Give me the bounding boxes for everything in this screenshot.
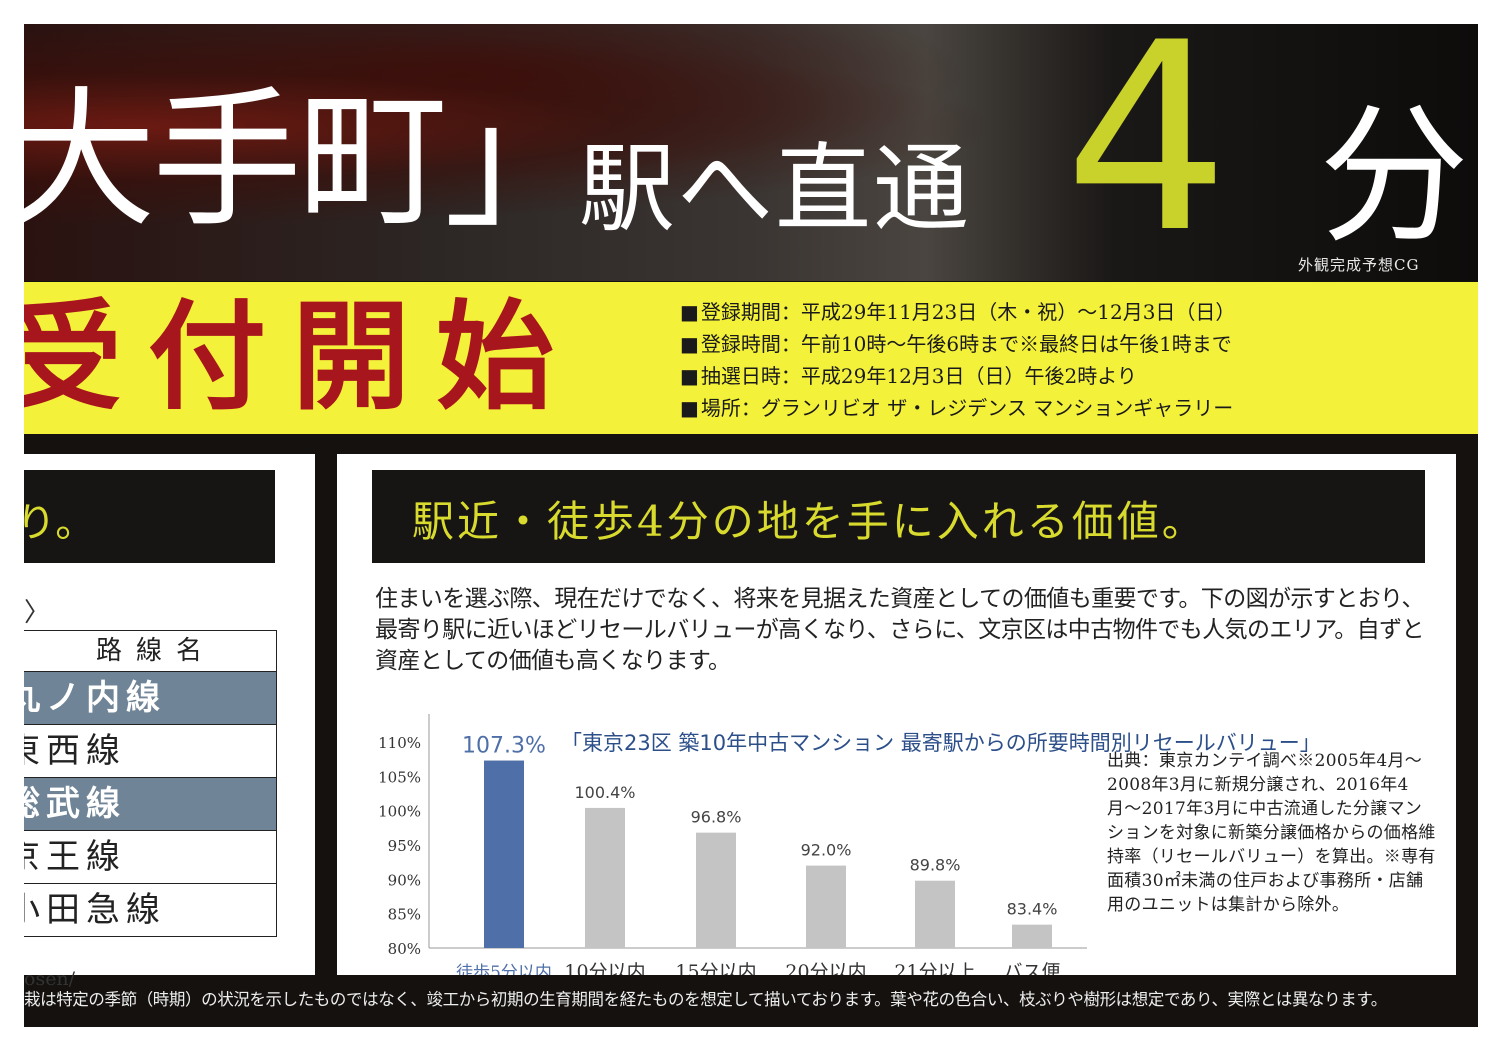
chart-y-tick-label: 100%	[378, 803, 421, 821]
left-panel-header: り。	[24, 470, 275, 563]
hero-section: 大手町」 駅へ直通 4 分 外観完成予想CG	[24, 24, 1478, 281]
chart-data-label: 92.0%	[801, 841, 852, 860]
train-lines-table-header: 路線名	[24, 631, 276, 672]
flyer-page: 大手町」 駅へ直通 4 分 外観完成予想CG 受付開始 登録期間：平成29年11…	[24, 24, 1478, 1027]
chart-y-tick-label: 80%	[388, 940, 421, 958]
chart-category-label: バス便	[1003, 961, 1060, 975]
venue: 場所：グランリビオ ザ・レジデンス マンションギャラリー	[680, 392, 1235, 424]
chart-source-note: 出典：東京カンテイ調べ※2005年4月〜2008年3月に新規分譲され、2016年…	[1107, 751, 1436, 915]
registration-band: 受付開始 登録期間：平成29年11月23日（木・祝）〜12月3日（日） 登録時間…	[24, 282, 1478, 434]
registration-period: 登録期間：平成29年11月23日（木・祝）〜12月3日（日）	[680, 296, 1236, 328]
train-lines-table: 路線名 丸ノ内線 東西線 総武線 京王線 小田急線	[24, 630, 277, 937]
train-line-row: 東西線	[24, 725, 276, 778]
chart-y-tick-label: 90%	[388, 871, 421, 889]
chart-category-label: 徒歩5分以内	[456, 963, 552, 975]
hero-station-name: 大手町」	[24, 74, 594, 248]
hero-direct-text: 駅へ直通	[579, 133, 971, 245]
chart-title: 「東京23区 築10年中古マンション 最寄駅からの所要時間別リセールバリュー」	[561, 731, 1321, 755]
chart-y-tick-label: 95%	[388, 837, 421, 855]
hero-minutes-unit: 分	[1319, 90, 1470, 264]
chart-bar	[585, 807, 625, 948]
resale-panel-header-text: 駅近・徒歩4分の地を手に入れる価値。	[412, 497, 1207, 546]
chart-data-label: 96.8%	[691, 808, 742, 827]
chart-y-tick-label: 105%	[378, 768, 421, 786]
train-line-row: 総武線	[24, 778, 276, 831]
chart-y-tick-label: 85%	[388, 906, 421, 924]
hero-image-caption: 外観完成予想CG	[1298, 256, 1420, 274]
resale-panel-header: 駅近・徒歩4分の地を手に入れる価値。	[372, 470, 1425, 563]
train-lines-panel: り。 〉 路線名 丸ノ内線 東西線 総武線 京王線 小田急線 osen/	[24, 454, 315, 990]
angle-bracket-mark: 〉	[24, 598, 51, 628]
resale-value-chart: 110% 105% 100% 95% 90% 85% 80% 107.3% 徒歩5分以内 100.…	[378, 714, 1321, 975]
url-fragment: osen/	[24, 968, 76, 990]
chart-data-label: 100.4%	[574, 783, 635, 802]
footer-disclaimer: 栽は特定の季節（時期）の状況を示したものではなく、竣工から初期の生育期間を経たも…	[24, 990, 1387, 1009]
chart-bar	[484, 760, 524, 948]
chart-data-label: 89.8%	[910, 856, 961, 875]
train-line-row: 京王線	[24, 831, 276, 884]
chart-data-label: 107.3%	[462, 734, 546, 759]
lottery-date: 抽選日時：平成29年12月3日（日）午後2時より	[680, 360, 1235, 392]
registration-title: 受付開始	[24, 287, 581, 426]
chart-data-label: 83.4%	[1007, 900, 1058, 919]
train-line-row: 丸ノ内線	[24, 672, 276, 725]
train-line-row: 小田急線	[24, 884, 276, 936]
resale-value-panel: 駅近・徒歩4分の地を手に入れる価値。 住まいを選ぶ際、現在だけでなく、将来を見据…	[337, 454, 1456, 975]
chart-bar	[915, 880, 955, 948]
left-panel-header-text: り。	[24, 500, 96, 546]
registration-details: 登録期間：平成29年11月23日（木・祝）〜12月3日（日） 登録時間：午前10…	[680, 296, 1236, 424]
chart-y-tick-label: 110%	[378, 734, 421, 752]
chart-category-label: 10分以内	[564, 961, 645, 975]
chart-bar	[806, 865, 846, 948]
chart-bar	[696, 832, 736, 948]
chart-category-label: 15分以内	[675, 961, 756, 975]
registration-hours: 登録時間：午前10時〜午後6時まで※最終日は午後1時まで	[680, 328, 1235, 360]
chart-category-label: 21分以上	[894, 961, 975, 975]
hero-minutes-number: 4	[1064, 24, 1230, 290]
chart-category-label: 20分以内	[785, 961, 866, 975]
resale-panel-body-text: 住まいを選ぶ際、現在だけでなく、将来を見据えた資産としての価値も重要です。下の図…	[375, 586, 1424, 674]
chart-bar	[1012, 924, 1052, 948]
